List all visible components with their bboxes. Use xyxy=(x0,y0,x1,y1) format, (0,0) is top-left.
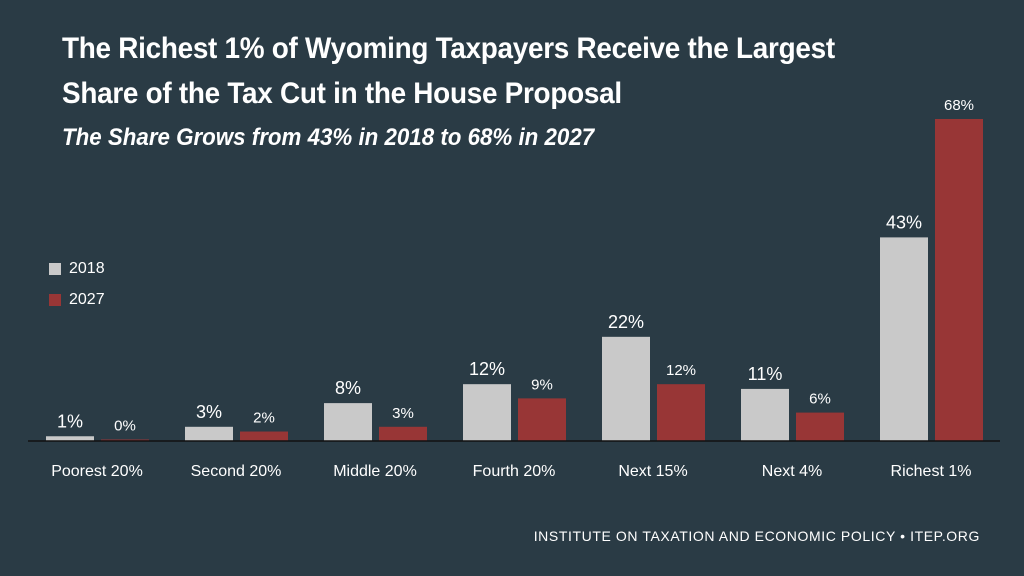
bar-2027-2 xyxy=(379,426,427,441)
chart-subtitle: The Share Grows from 43% in 2018 to 68% … xyxy=(62,124,595,151)
category-label-3: Fourth 20% xyxy=(473,463,556,480)
category-label-0: Poorest 20% xyxy=(51,463,143,480)
data-label-2027-6: 68% xyxy=(944,97,974,114)
category-label-5: Next 4% xyxy=(762,463,822,480)
data-label-2018-6: 43% xyxy=(886,212,922,232)
footer-source: INSTITUTE ON TAXATION AND ECONOMIC POLIC… xyxy=(533,528,980,544)
data-label-2018-4: 22% xyxy=(608,312,644,332)
bar-2018-2 xyxy=(324,403,372,441)
legend-swatch-2018 xyxy=(49,263,61,275)
bar-2027-5 xyxy=(796,412,844,441)
bar-2018-3 xyxy=(463,384,511,441)
legend-swatch-2027 xyxy=(49,294,61,306)
legend-item-2027: 2027 xyxy=(49,291,105,309)
category-label-6: Richest 1% xyxy=(891,463,972,480)
chart-title: The Richest 1% of Wyoming Taxpayers Rece… xyxy=(62,26,992,116)
bar-2018-6 xyxy=(880,237,928,441)
bar-2027-4 xyxy=(657,384,705,441)
data-label-2027-3: 9% xyxy=(531,376,553,393)
data-label-2018-5: 11% xyxy=(748,364,783,384)
data-label-2027-0: 0% xyxy=(114,418,136,435)
bar-2018-1 xyxy=(185,426,233,441)
data-label-2027-1: 2% xyxy=(253,410,275,427)
data-label-2018-2: 8% xyxy=(335,378,361,398)
data-label-2018-1: 3% xyxy=(196,402,222,422)
bar-2018-4 xyxy=(602,336,650,441)
title-line-1: The Richest 1% of Wyoming Taxpayers Rece… xyxy=(62,32,835,65)
title-line-2: Share of the Tax Cut in the House Propos… xyxy=(62,77,622,110)
data-label-2018-3: 12% xyxy=(469,359,505,379)
category-label-1: Second 20% xyxy=(191,463,282,480)
bar-2018-5 xyxy=(741,388,789,441)
category-label-2: Middle 20% xyxy=(333,463,417,480)
data-label-2027-5: 6% xyxy=(809,391,831,408)
bar-2018-0 xyxy=(46,436,94,441)
category-label-4: Next 15% xyxy=(618,463,687,480)
data-label-2018-0: 1% xyxy=(57,411,83,431)
legend-item-2018: 2018 xyxy=(49,260,105,278)
bar-2027-1 xyxy=(240,431,288,441)
bar-2027-3 xyxy=(518,398,566,441)
legend-label-2018: 2018 xyxy=(69,260,105,277)
legend-label-2027: 2027 xyxy=(69,291,105,308)
data-label-2027-2: 3% xyxy=(392,405,414,422)
data-label-2027-4: 12% xyxy=(666,362,696,379)
bar-2027-6 xyxy=(935,119,983,441)
